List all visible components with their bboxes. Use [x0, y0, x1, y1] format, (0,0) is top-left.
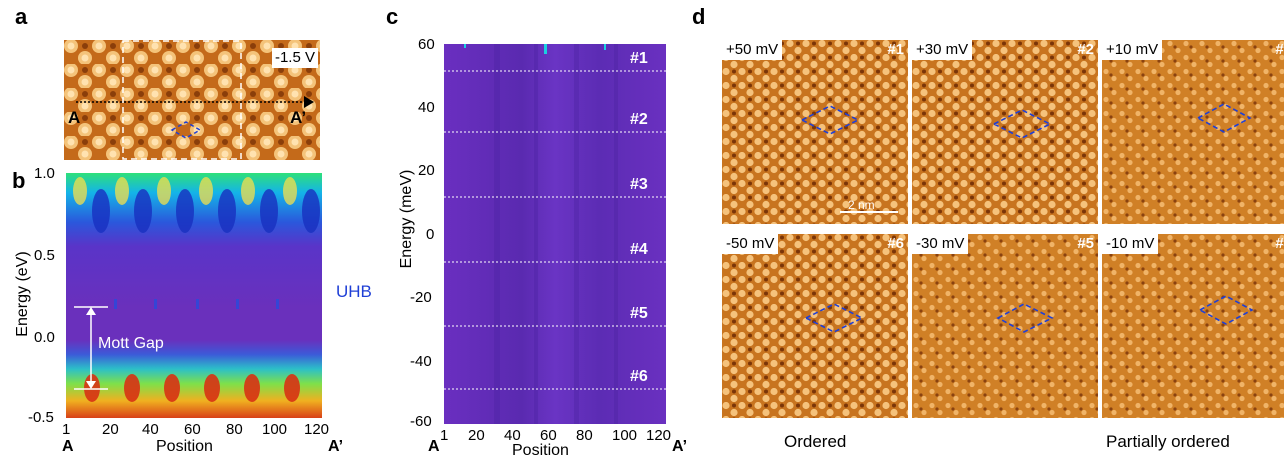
- num-label-d5: #5: [1077, 235, 1094, 252]
- c-xtick-5: 80: [576, 427, 593, 444]
- c-ytick-7: -60: [410, 413, 432, 430]
- b-ytick-3: 0.0: [34, 329, 55, 346]
- c-xtick-3: 40: [504, 427, 521, 444]
- num-label-d4: #6: [887, 235, 904, 252]
- c-xtick-6: 100: [612, 427, 638, 444]
- bias-label-d2: +30 mV: [912, 40, 973, 60]
- c-marker-4: #4: [630, 241, 648, 258]
- bias-label-d5: -30 mV: [912, 234, 969, 254]
- c-x-end: A’: [672, 438, 688, 455]
- c-marker-3: #3: [630, 176, 648, 193]
- stm-image-a: -1.5 V A A’: [64, 40, 320, 160]
- c-ytick-5: -20: [410, 289, 432, 306]
- c-ytick-4: 0: [426, 226, 435, 243]
- heatmap-b: Mott Gap: [66, 173, 322, 418]
- b-xtick-7: 120: [304, 421, 330, 438]
- bias-label-a: -1.5 V: [271, 48, 318, 68]
- bias-label-d6: -10 mV: [1102, 234, 1159, 254]
- stm-image-d4: -50 mV #6: [722, 234, 908, 418]
- panel-letter-a: a: [15, 4, 28, 29]
- b-ytick-2: 0.5: [34, 247, 55, 264]
- b-ylabel: Energy (eV): [14, 251, 31, 337]
- c-xtick-4: 60: [540, 427, 557, 444]
- c-x-start: A: [428, 438, 440, 455]
- num-label-d3: #3: [1275, 41, 1284, 58]
- num-label-d1: #1: [887, 41, 904, 58]
- b-xtick-1: 1: [62, 421, 71, 438]
- c-ytick-1: 60: [418, 36, 435, 53]
- mott-gap-label: Mott Gap: [98, 335, 164, 352]
- b-xtick-5: 80: [226, 421, 243, 438]
- b-xtick-3: 40: [142, 421, 159, 438]
- c-marker-2: #2: [630, 111, 648, 128]
- b-x-start: A: [62, 438, 74, 455]
- b-x-end: A’: [328, 438, 344, 455]
- stm-image-d5: -30 mV #5: [912, 234, 1098, 418]
- stm-image-d3: +10 mV #3: [1102, 40, 1284, 224]
- b-xtick-2: 20: [102, 421, 119, 438]
- c-xtick-2: 20: [468, 427, 485, 444]
- c-ytick-3: 20: [418, 162, 435, 179]
- c-xlabel: Position: [512, 442, 569, 459]
- c-marker-5: #5: [630, 305, 648, 322]
- num-label-d6: #4: [1275, 235, 1284, 252]
- panel-letter-b: b: [12, 168, 26, 193]
- b-ytick-1: 1.0: [34, 165, 55, 182]
- partially-ordered-label: Partially ordered: [1106, 432, 1230, 451]
- c-ylabel: Energy (meV): [398, 169, 415, 269]
- stm-image-d1: +50 mV #1 2 nm: [722, 40, 908, 224]
- panel-letter-c: c: [386, 4, 399, 29]
- num-label-d2: #2: [1077, 41, 1094, 58]
- uhb-label: UHB: [336, 282, 372, 301]
- label-a-end: A’: [290, 108, 307, 127]
- c-marker-1: #1: [630, 50, 648, 67]
- stm-image-d2: +30 mV #2: [912, 40, 1098, 224]
- scalebar-label: 2 nm: [848, 198, 875, 212]
- b-ytick-4: -0.5: [28, 409, 54, 426]
- ordered-label: Ordered: [784, 432, 847, 451]
- b-xlabel: Position: [156, 438, 213, 455]
- c-ytick-6: -40: [410, 353, 432, 370]
- b-xtick-4: 60: [184, 421, 201, 438]
- c-xtick-1: 1: [440, 427, 449, 444]
- b-xtick-6: 100: [262, 421, 288, 438]
- bias-label-d1: +50 mV: [722, 40, 783, 60]
- heatmap-c: #1 #2 #3 #4 #5 #6: [444, 44, 666, 424]
- c-marker-6: #6: [630, 368, 648, 385]
- panel-letter-d: d: [692, 4, 706, 29]
- bias-label-d3: +10 mV: [1102, 40, 1163, 60]
- c-xtick-7: 120: [646, 427, 672, 444]
- stm-image-d6: -10 mV #4: [1102, 234, 1284, 418]
- bias-label-d4: -50 mV: [722, 234, 779, 254]
- c-ytick-2: 40: [418, 99, 435, 116]
- label-a-start: A: [68, 108, 81, 127]
